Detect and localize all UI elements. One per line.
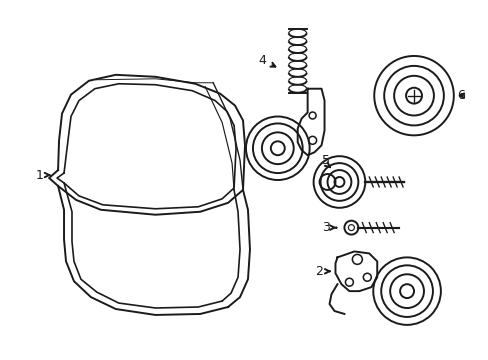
Text: 4: 4 (258, 54, 265, 67)
Text: 1: 1 (35, 168, 43, 181)
Text: 2: 2 (314, 265, 322, 278)
Text: 3: 3 (321, 221, 329, 234)
Text: 5: 5 (321, 154, 329, 167)
Text: 6: 6 (456, 89, 464, 102)
